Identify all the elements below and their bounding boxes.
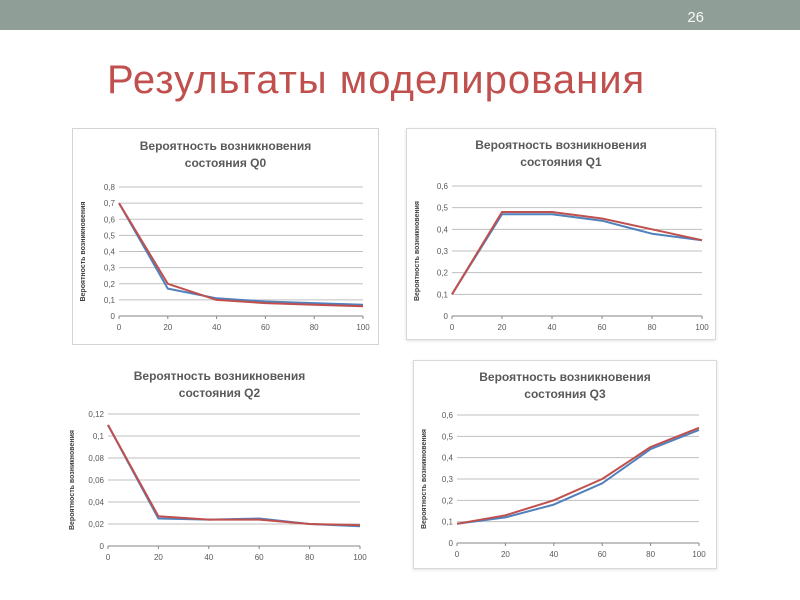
chart-q3-title-line: состояния Q3	[524, 387, 606, 401]
chart-q2-title-line: Вероятность возникновения	[134, 369, 306, 383]
chart-q1-x-tick-label: 80	[648, 323, 657, 332]
chart-q1-y-tick-label: 0,2	[437, 269, 449, 278]
chart-q0-x-tick-label: 0	[117, 323, 122, 332]
chart-q2-y-tick-label: 0,06	[88, 476, 104, 485]
chart-q2-y-tick-label: 0,12	[88, 410, 104, 419]
chart-q3-series-1-line	[456, 428, 700, 525]
chart-q2-svg: Вероятность возникновения состояния Q2 0 0,…	[69, 369, 367, 562]
slide-title: Результаты моделирования	[107, 58, 646, 102]
chart-q0-x-tick-label: 60	[261, 323, 270, 332]
chart-q0-title-line: Вероятность возникновения	[140, 139, 312, 153]
chart-q2-y-tick-label: 0,04	[88, 498, 104, 507]
chart-q1-y-tick-label: 0	[444, 312, 449, 321]
chart-q0-y-tick-label: 0	[111, 312, 116, 321]
chart-q0-y-tick-label: 0,1	[104, 296, 116, 305]
chart-q3-title-line: Вероятность возникновения	[479, 370, 651, 384]
chart-q1-y-tick-label: 0,5	[437, 204, 449, 213]
chart-q3-x-tick-label: 20	[501, 550, 510, 559]
chart-q3-series-2-line	[456, 426, 700, 525]
chart-q0-series-2-line	[118, 202, 364, 308]
chart-q2-y-tick-label: 0,1	[93, 432, 105, 441]
chart-q3-svg: Вероятность возникновения состояния Q3 0 0,…	[421, 370, 706, 559]
chart-q2-series-1-line	[107, 424, 361, 528]
chart-q2-y-tick-label: 0,02	[88, 520, 104, 529]
chart-q0-y-tick-label: 0,5	[104, 231, 116, 240]
chart-q1-y-axis-label: Вероятность возникновения	[414, 201, 421, 301]
chart-q3-x-tick-label: 0	[455, 550, 460, 559]
chart-q0-y-axis-label: Вероятность возникновения	[80, 201, 87, 301]
chart-q1-series-1-line	[451, 213, 703, 295]
chart-q3-x-tick-label: 80	[646, 550, 655, 559]
chart-q3-y-tick-label: 0,1	[442, 518, 454, 527]
chart-q0-y-tick-label: 0,2	[104, 280, 116, 289]
chart-q1-series-2-line	[451, 211, 703, 295]
chart-q3-x-tick-label: 60	[598, 550, 607, 559]
chart-q3-y-tick-label: 0,2	[442, 496, 454, 505]
chart-q2-x-tick-label: 100	[353, 553, 367, 562]
chart-q1-x-tick-label: 60	[598, 323, 607, 332]
chart-q0-title-line: состояния Q0	[185, 156, 267, 170]
chart-q2-x-tick-label: 20	[154, 553, 163, 562]
chart-q0: Вероятность возникновения состояния Q0 0 0,…	[72, 128, 379, 345]
chart-q0-x-tick-label: 20	[163, 323, 172, 332]
chart-q0-y-tick-label: 0,4	[104, 248, 116, 257]
chart-q2-y-tick-label: 0	[100, 542, 105, 551]
chart-q3: Вероятность возникновения состояния Q3 0 0,…	[413, 360, 717, 569]
chart-q3-y-tick-label: 0	[449, 539, 454, 548]
chart-q3-y-tick-label: 0,5	[442, 432, 454, 441]
chart-q0-y-tick-label: 0,7	[104, 199, 116, 208]
chart-q2-series-2-line	[107, 424, 361, 527]
chart-q3-x-tick-label: 100	[692, 550, 706, 559]
chart-q0-y-tick-label: 0,6	[104, 215, 116, 224]
chart-q2-x-tick-label: 60	[255, 553, 264, 562]
chart-q3-y-tick-label: 0,3	[442, 475, 454, 484]
slide-top-bar: 26	[0, 0, 800, 30]
chart-q0-svg: Вероятность возникновения состояния Q0 0 0,…	[80, 139, 370, 332]
chart-q2-y-tick-label: 0,08	[88, 454, 104, 463]
chart-q2-x-tick-label: 0	[106, 553, 111, 562]
chart-q1-x-tick-label: 40	[548, 323, 557, 332]
chart-q0-series-1-line	[118, 202, 364, 306]
chart-q2-title-line: состояния Q2	[179, 386, 261, 400]
chart-q1: Вероятность возникновения состояния Q1 0 0,…	[406, 128, 716, 340]
chart-q1-x-tick-label: 20	[498, 323, 507, 332]
chart-q3-y-axis-label: Вероятность возникновения	[421, 429, 428, 529]
chart-q1-x-tick-label: 100	[695, 323, 709, 332]
chart-q0-x-tick-label: 40	[212, 323, 221, 332]
chart-q1-title-line: Вероятность возникновения	[475, 138, 647, 152]
chart-q0-y-tick-label: 0,3	[104, 264, 116, 273]
slide-page-number: 26	[687, 9, 704, 26]
chart-q1-y-tick-label: 0,6	[437, 182, 449, 191]
chart-q2-x-tick-label: 40	[204, 553, 213, 562]
chart-q3-x-tick-label: 40	[549, 550, 558, 559]
chart-q3-y-tick-label: 0,4	[442, 454, 454, 463]
chart-q1-title-line: состояния Q1	[520, 155, 602, 169]
chart-q0-x-tick-label: 80	[310, 323, 319, 332]
chart-q1-y-tick-label: 0,3	[437, 247, 449, 256]
chart-q0-x-tick-label: 100	[356, 323, 370, 332]
chart-q1-y-tick-label: 0,1	[437, 290, 449, 299]
chart-q0-y-tick-label: 0,8	[104, 183, 116, 192]
chart-q1-y-tick-label: 0,4	[437, 225, 449, 234]
chart-q2-y-axis-label: Вероятность возникновения	[69, 430, 76, 530]
chart-q1-svg: Вероятность возникновения состояния Q1 0 0,…	[414, 138, 709, 332]
chart-q2-x-tick-label: 80	[305, 553, 314, 562]
chart-q2: Вероятность возникновения состояния Q2 0 0,…	[62, 360, 377, 568]
chart-q1-x-tick-label: 0	[450, 323, 455, 332]
chart-q3-y-tick-label: 0,6	[442, 411, 454, 420]
